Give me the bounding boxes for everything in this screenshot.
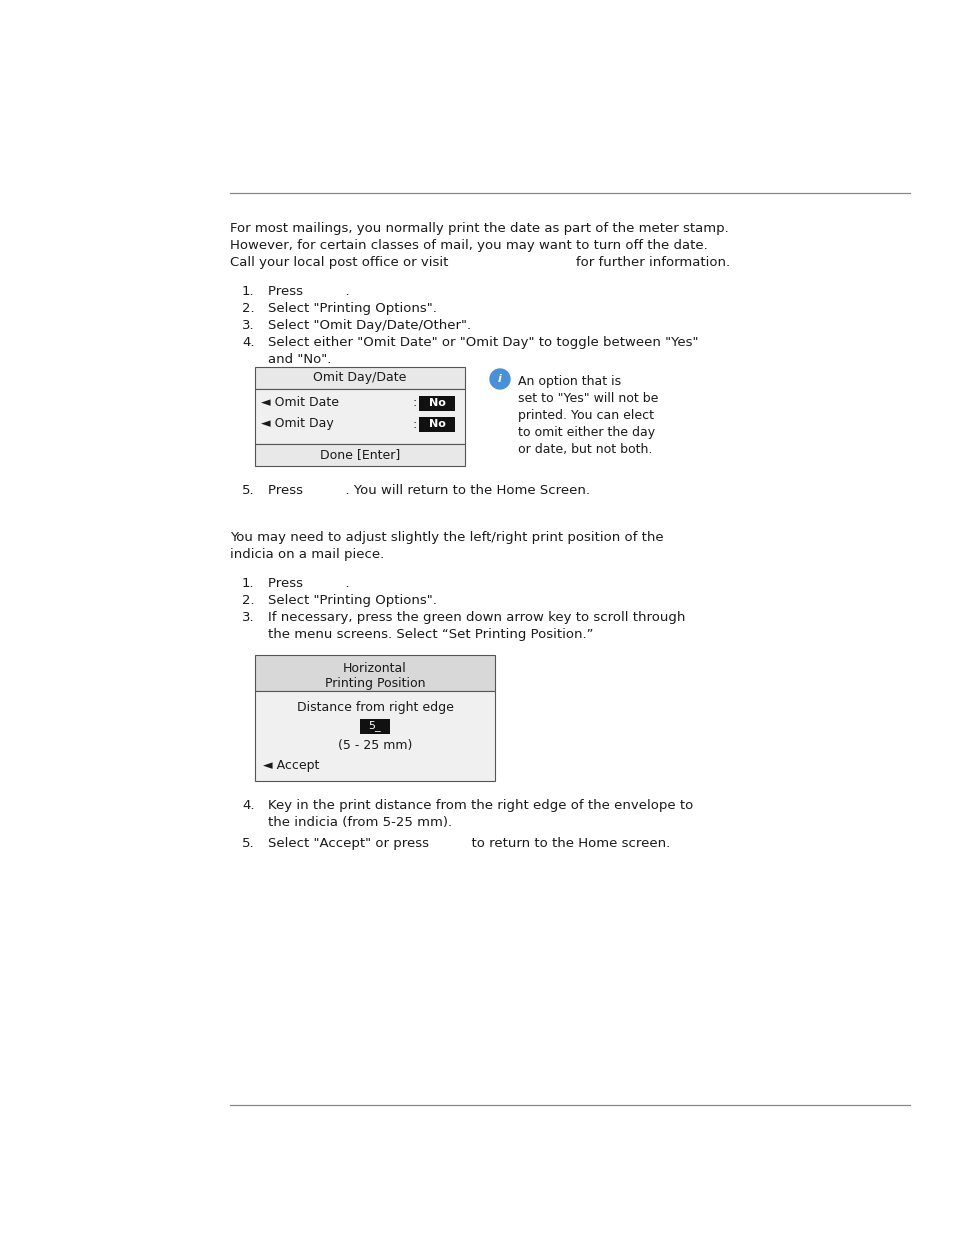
Text: :: : bbox=[413, 396, 416, 410]
Text: i: i bbox=[497, 374, 501, 384]
Text: Done [Enter]: Done [Enter] bbox=[319, 448, 399, 462]
Text: Printing Position: Printing Position bbox=[324, 677, 425, 689]
Bar bbox=[254, 692, 495, 781]
Text: (5 - 25 mm): (5 - 25 mm) bbox=[337, 740, 412, 752]
Text: the indicia (from 5-25 mm).: the indicia (from 5-25 mm). bbox=[268, 816, 452, 829]
Text: set to "Yes" will not be: set to "Yes" will not be bbox=[517, 391, 658, 405]
Text: Distance from right edge: Distance from right edge bbox=[296, 700, 453, 714]
Bar bbox=[359, 719, 390, 734]
Text: Select "Printing Options".: Select "Printing Options". bbox=[268, 594, 436, 606]
Text: Call your local post office or visit                              for further in: Call your local post office or visit for… bbox=[230, 256, 729, 269]
Text: 5.: 5. bbox=[242, 484, 254, 496]
Text: 2.: 2. bbox=[242, 594, 254, 606]
Text: Press          .: Press . bbox=[268, 285, 349, 298]
Text: Press          . You will return to the Home Screen.: Press . You will return to the Home Scre… bbox=[268, 484, 589, 496]
Text: 1.: 1. bbox=[242, 285, 254, 298]
Text: 4.: 4. bbox=[242, 336, 254, 350]
Text: the menu screens. Select “Set Printing Position.”: the menu screens. Select “Set Printing P… bbox=[268, 629, 593, 641]
Bar bbox=[418, 395, 455, 410]
Text: and "No".: and "No". bbox=[268, 353, 331, 366]
Text: :: : bbox=[413, 417, 416, 431]
Text: Omit Day/Date: Omit Day/Date bbox=[313, 372, 406, 384]
Text: Press          .: Press . bbox=[268, 577, 349, 590]
Text: You may need to adjust slightly the left/right print position of the: You may need to adjust slightly the left… bbox=[230, 531, 663, 543]
Text: 1.: 1. bbox=[242, 577, 254, 590]
Text: to omit either the day: to omit either the day bbox=[517, 426, 655, 438]
Text: ◄ Omit Day: ◄ Omit Day bbox=[261, 417, 334, 431]
Text: printed. You can elect: printed. You can elect bbox=[517, 409, 654, 422]
Text: Select "Omit Day/Date/Other".: Select "Omit Day/Date/Other". bbox=[268, 319, 471, 332]
Text: 4.: 4. bbox=[242, 799, 254, 811]
Bar bbox=[418, 416, 455, 431]
Text: No: No bbox=[428, 419, 445, 429]
Text: Select either "Omit Date" or "Omit Day" to toggle between "Yes": Select either "Omit Date" or "Omit Day" … bbox=[268, 336, 698, 350]
Text: 5_: 5_ bbox=[368, 720, 381, 731]
Text: or date, but not both.: or date, but not both. bbox=[517, 443, 652, 456]
Text: An option that is: An option that is bbox=[517, 375, 620, 388]
Bar bbox=[254, 367, 464, 389]
Text: If necessary, press the green down arrow key to scroll through: If necessary, press the green down arrow… bbox=[268, 611, 684, 624]
Circle shape bbox=[490, 369, 510, 389]
Text: Horizontal: Horizontal bbox=[343, 662, 406, 674]
Bar bbox=[254, 389, 464, 445]
Text: ◄ Accept: ◄ Accept bbox=[263, 758, 319, 772]
Text: 5.: 5. bbox=[242, 837, 254, 850]
Text: 2.: 2. bbox=[242, 303, 254, 315]
Text: Select "Printing Options".: Select "Printing Options". bbox=[268, 303, 436, 315]
Text: Key in the print distance from the right edge of the envelope to: Key in the print distance from the right… bbox=[268, 799, 693, 811]
Text: Select "Accept" or press          to return to the Home screen.: Select "Accept" or press to return to th… bbox=[268, 837, 670, 850]
Text: No: No bbox=[428, 398, 445, 408]
Bar bbox=[254, 655, 495, 692]
Text: However, for certain classes of mail, you may want to turn off the date.: However, for certain classes of mail, yo… bbox=[230, 240, 707, 252]
Text: 3.: 3. bbox=[242, 611, 254, 624]
Text: For most mailings, you normally print the date as part of the meter stamp.: For most mailings, you normally print th… bbox=[230, 222, 728, 235]
Bar bbox=[254, 445, 464, 466]
Text: 3.: 3. bbox=[242, 319, 254, 332]
Text: indicia on a mail piece.: indicia on a mail piece. bbox=[230, 548, 384, 561]
Text: ◄ Omit Date: ◄ Omit Date bbox=[261, 396, 338, 410]
